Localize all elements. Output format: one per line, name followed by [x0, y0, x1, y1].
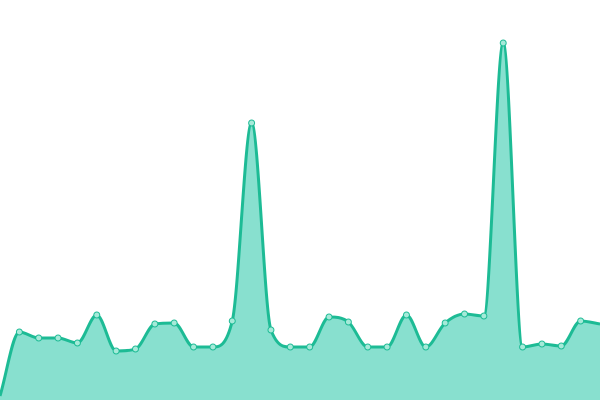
data-point	[228, 317, 236, 325]
data-point	[306, 343, 314, 351]
data-point	[112, 347, 120, 355]
data-point	[441, 319, 449, 327]
data-point	[248, 119, 256, 127]
data-point	[383, 343, 391, 351]
data-point	[286, 343, 294, 351]
data-point	[190, 343, 198, 351]
data-point	[131, 345, 139, 353]
data-point	[480, 312, 488, 320]
data-point	[209, 343, 217, 351]
data-point	[538, 340, 546, 348]
data-point	[402, 311, 410, 319]
data-point	[170, 319, 178, 327]
data-point	[35, 334, 43, 342]
data-point	[519, 343, 527, 351]
data-point	[364, 343, 372, 351]
data-point	[73, 339, 81, 347]
data-point	[344, 318, 352, 326]
data-point	[151, 320, 159, 328]
data-point	[461, 310, 469, 318]
series-line	[0, 41, 600, 397]
data-point	[577, 317, 585, 325]
data-point	[557, 342, 565, 350]
data-point	[93, 311, 101, 319]
series-area	[0, 43, 600, 400]
data-point	[422, 343, 430, 351]
data-point	[325, 313, 333, 321]
data-point	[267, 326, 275, 334]
data-point	[15, 328, 23, 336]
data-point	[499, 39, 507, 47]
data-point	[54, 334, 62, 342]
series-markers	[15, 39, 585, 355]
